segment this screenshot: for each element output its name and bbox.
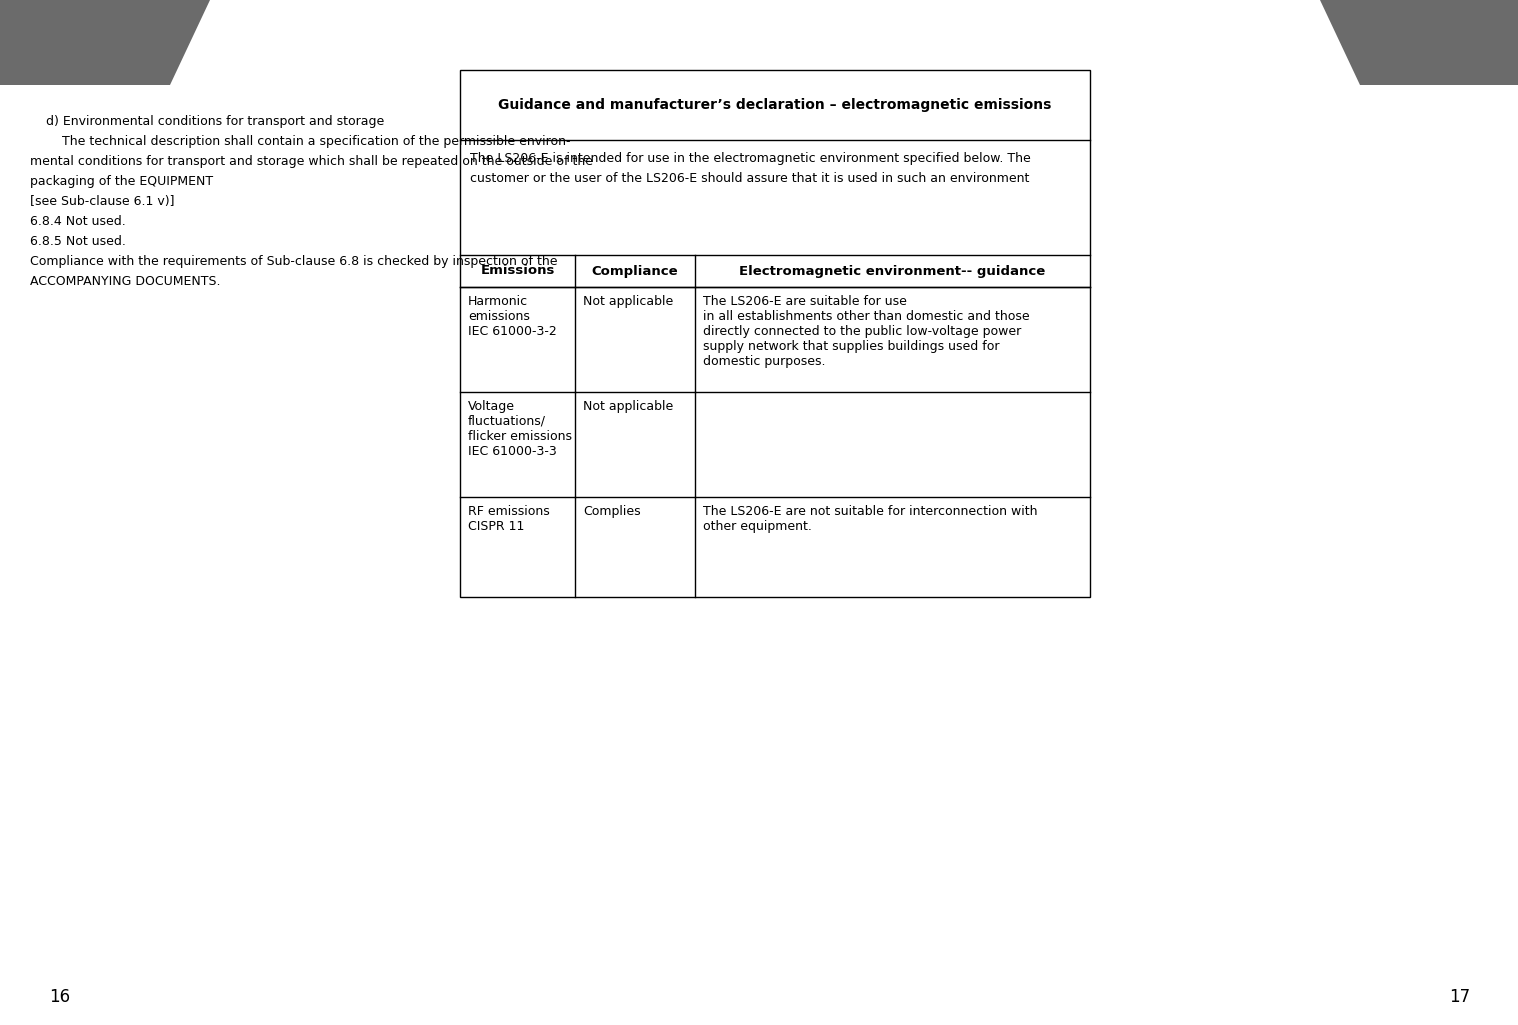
Text: customer or the user of the LS206-E should assure that it is used in such an env: customer or the user of the LS206-E shou… bbox=[471, 172, 1029, 184]
Text: ACCOMPANYING DOCUMENTS.: ACCOMPANYING DOCUMENTS. bbox=[30, 275, 220, 288]
Text: The technical description shall contain a specification of the permissible envir: The technical description shall contain … bbox=[30, 135, 571, 148]
Text: The LS206-E are not suitable for interconnection with
other equipment.: The LS206-E are not suitable for interco… bbox=[703, 505, 1037, 533]
Text: Not applicable: Not applicable bbox=[583, 400, 674, 413]
Text: Voltage
fluctuations/
flicker emissions
IEC 61000-3-3: Voltage fluctuations/ flicker emissions … bbox=[468, 400, 572, 458]
Text: Complies: Complies bbox=[583, 505, 641, 518]
Text: RF emissions
CISPR 11: RF emissions CISPR 11 bbox=[468, 505, 550, 533]
Text: 17: 17 bbox=[1450, 988, 1471, 1006]
Text: Guidance and manufacturer’s declaration – electromagnetic emissions: Guidance and manufacturer’s declaration … bbox=[498, 98, 1052, 112]
Text: 6.8.5 Not used.: 6.8.5 Not used. bbox=[30, 235, 126, 248]
Polygon shape bbox=[1321, 0, 1518, 85]
Text: packaging of the EQUIPMENT: packaging of the EQUIPMENT bbox=[30, 175, 213, 188]
Text: Compliance: Compliance bbox=[592, 264, 679, 278]
Bar bbox=[460, 70, 1090, 597]
Text: Electromagnetic environment-- guidance: Electromagnetic environment-- guidance bbox=[739, 264, 1046, 278]
Text: [see Sub-clause 6.1 v)]: [see Sub-clause 6.1 v)] bbox=[30, 195, 175, 208]
Text: Not applicable: Not applicable bbox=[583, 295, 674, 308]
Text: 16: 16 bbox=[50, 988, 70, 1006]
Text: mental conditions for transport and storage which shall be repeated on the outsi: mental conditions for transport and stor… bbox=[30, 155, 594, 168]
Text: Compliance with the requirements of Sub-clause 6.8 is checked by inspection of t: Compliance with the requirements of Sub-… bbox=[30, 255, 557, 268]
Text: Harmonic
emissions
IEC 61000-3-2: Harmonic emissions IEC 61000-3-2 bbox=[468, 295, 557, 338]
Text: The LS206-E is intended for use in the electromagnetic environment specified bel: The LS206-E is intended for use in the e… bbox=[471, 152, 1031, 165]
Text: Emissions: Emissions bbox=[480, 264, 554, 278]
Text: d) Environmental conditions for transport and storage: d) Environmental conditions for transpor… bbox=[30, 115, 384, 128]
Text: 6.8.4 Not used.: 6.8.4 Not used. bbox=[30, 215, 126, 228]
Text: The LS206-E are suitable for use
in all establishments other than domestic and t: The LS206-E are suitable for use in all … bbox=[703, 295, 1029, 368]
Polygon shape bbox=[0, 0, 209, 85]
